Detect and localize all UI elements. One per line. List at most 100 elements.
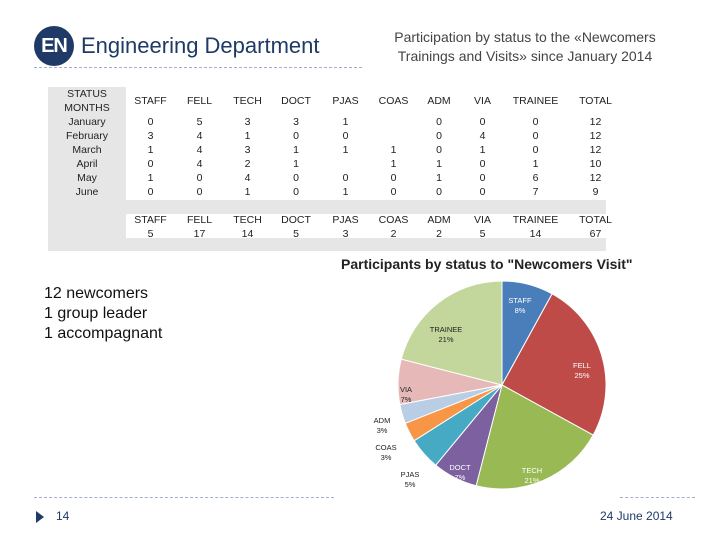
- month-label: March: [72, 144, 102, 156]
- blank-cell: [48, 227, 126, 241]
- page-arrow-icon: [36, 511, 44, 523]
- table-cell: 0: [147, 116, 154, 128]
- blank-cell: [48, 101, 126, 115]
- total-value: 67: [589, 228, 602, 240]
- months-column-shade: [48, 87, 126, 251]
- table-cell: 6: [532, 172, 539, 184]
- table-cell: 0: [342, 130, 349, 142]
- total-label: TRAINEE: [512, 214, 559, 226]
- table-cell: 5: [196, 116, 203, 128]
- table-cell: 3: [293, 116, 299, 128]
- table-cell: 10: [589, 158, 602, 170]
- total-value: 5: [147, 228, 154, 240]
- slice-percent: 3%: [381, 453, 392, 462]
- table-cell: 1: [342, 186, 349, 198]
- total-value: 17: [193, 228, 206, 240]
- table-cell: 0: [293, 172, 299, 184]
- total-label: VIA: [474, 214, 491, 226]
- table-cell: 1: [244, 130, 251, 142]
- column-header: VIA: [474, 95, 491, 107]
- blank-cell: [321, 199, 370, 213]
- blank-cell: [48, 199, 126, 213]
- table-cell: 0: [147, 186, 154, 198]
- table-cell: 12: [589, 144, 602, 156]
- total-value: 2: [436, 228, 442, 240]
- blank-cell: [175, 199, 224, 213]
- logo: EN Engineering Department: [34, 26, 319, 66]
- totals-value-row: 5 17 14 5 3 2 2 5 14 67: [48, 227, 624, 241]
- slice-label: STAFF: [508, 296, 532, 305]
- month-label: June: [75, 186, 99, 198]
- table-row: 3 4 1 0 0 0 4 0 12: [48, 129, 624, 143]
- table-row: 0 4 2 1 1 1 0 1 10: [48, 157, 624, 171]
- totals-label-row: STAFF FELL TECH DOCT PJAS COAS ADM VIA TRAINEE TO…: [48, 213, 624, 227]
- blank-cell: [504, 199, 567, 213]
- total-value: 14: [529, 228, 542, 240]
- slice-percent: 5%: [405, 480, 416, 489]
- blank-cell: [48, 171, 126, 185]
- table-cell: 1: [147, 144, 154, 156]
- pie-slice-tech: [475, 384, 594, 490]
- visit-note: 12 newcomers 1 group leader 1 accompagna…: [44, 284, 162, 344]
- table-cell: 9: [592, 186, 599, 198]
- column-header: FELL: [186, 95, 213, 107]
- slide-title: Participation by status to the «Newcomer…: [360, 28, 690, 66]
- table-cell: 1: [244, 186, 251, 198]
- blank-cell: [48, 115, 126, 129]
- table-cell: 4: [479, 130, 486, 142]
- blank-cell: [461, 199, 504, 213]
- note-line: 12 newcomers: [44, 285, 149, 302]
- slice-label: ADM: [374, 416, 391, 425]
- total-label: FELL: [186, 214, 213, 226]
- month-label: February: [65, 130, 108, 142]
- table-cell: 3: [244, 116, 251, 128]
- table-cell: 3: [147, 130, 154, 142]
- slice-label: VIA: [400, 385, 412, 394]
- table-cell: 4: [196, 144, 203, 156]
- month-label: April: [76, 158, 98, 170]
- slide-date: 24 June 2014: [600, 509, 673, 523]
- table-cell: 0: [293, 186, 299, 198]
- note-line: 1 accompagnant: [44, 325, 163, 342]
- table-cell: 2: [244, 158, 251, 170]
- total-value: 5: [479, 228, 486, 240]
- blank-cell: [417, 199, 461, 213]
- column-header: TECH: [233, 95, 262, 107]
- table-row: 0 5 3 3 1 0 0 0 12: [48, 115, 624, 129]
- table-cell: 12: [589, 116, 602, 128]
- table-cell: 0: [390, 186, 397, 198]
- logo-text: Engineering Department: [81, 33, 320, 58]
- table-cell: 0: [532, 130, 539, 142]
- blank-cell: [48, 213, 126, 227]
- table-cell: 0: [532, 144, 539, 156]
- blank-cell: [48, 87, 126, 101]
- slice-label: DOCT: [449, 463, 471, 472]
- table-cell: 0: [293, 130, 299, 142]
- blank-cell: [126, 199, 175, 213]
- blank-cell: [567, 199, 624, 213]
- month-label: May: [77, 172, 97, 184]
- blank-cell: [370, 199, 417, 213]
- blank-cell: [48, 143, 126, 157]
- table-cell: 1: [390, 144, 397, 156]
- pie-chart: STAFF8%FELL25%TECH21%DOCT7%PJAS5%COAS3%A…: [374, 280, 607, 490]
- table-cell: 12: [589, 172, 602, 184]
- table-cell: 4: [196, 130, 203, 142]
- column-header: DOCT: [281, 95, 311, 107]
- total-label: TECH: [233, 214, 262, 226]
- total-label: COAS: [378, 214, 409, 226]
- total-value: 2: [390, 228, 397, 240]
- table-cell: [370, 115, 417, 129]
- table-cell: 1: [342, 116, 349, 128]
- table-cell: 4: [196, 158, 203, 170]
- table-cell: 7: [532, 186, 539, 198]
- slice-label: TECH: [522, 466, 542, 475]
- slice-percent: 21%: [524, 476, 539, 485]
- table-cell: 4: [244, 172, 251, 184]
- page-number: 14: [56, 509, 70, 523]
- table-cell: 1: [436, 158, 442, 170]
- table-cell: 0: [196, 172, 203, 184]
- slice-percent: 7%: [401, 395, 412, 404]
- slice-percent: 7%: [455, 473, 466, 482]
- note-line: 1 group leader: [44, 305, 148, 322]
